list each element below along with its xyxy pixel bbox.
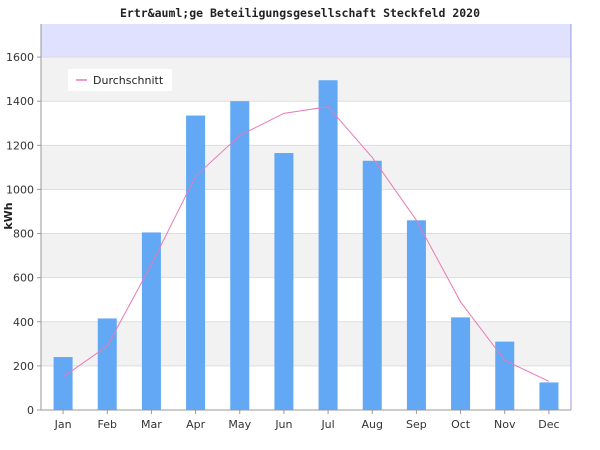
average-line <box>62 106 550 382</box>
legend-box <box>68 69 172 91</box>
bar-aug <box>362 160 382 410</box>
y-tick-label: 400 <box>13 316 34 329</box>
x-tick-label: Nov <box>494 418 516 431</box>
x-tick-label: Dec <box>538 418 559 431</box>
x-tick-label: Mar <box>141 418 162 431</box>
legend: Durchschnitt <box>68 69 172 91</box>
bar-feb <box>97 318 117 410</box>
x-tick-label: Apr <box>186 418 206 431</box>
y-tick-label: 1400 <box>6 95 34 108</box>
y-tick-label: 1600 <box>6 51 34 64</box>
x-tick-label: Sep <box>406 418 427 431</box>
plot-band <box>41 277 571 322</box>
y-tick-label: 200 <box>13 360 34 373</box>
legend-label: Durchschnitt <box>93 74 164 87</box>
plot-band <box>41 233 571 278</box>
x-axis-ticks: Jan Feb Mar Apr May Jun Jul Aug Sep Oct Nov Dec <box>54 410 560 431</box>
y-tick-label: 1000 <box>6 183 34 196</box>
y-tick-label: 0 <box>27 404 34 417</box>
bar-may <box>230 101 250 410</box>
average-line-series <box>62 106 550 382</box>
bar-jan <box>53 357 73 410</box>
bar-oct <box>451 317 471 410</box>
bar-dec <box>539 382 559 410</box>
y-tick-label: 800 <box>13 228 34 241</box>
plot-band <box>41 189 571 234</box>
y-tick-label: 600 <box>13 272 34 285</box>
x-tick-label: Feb <box>98 418 117 431</box>
x-tick-label: Aug <box>362 418 383 431</box>
bar-series <box>53 80 559 410</box>
y-tick-label: 1200 <box>6 139 34 152</box>
bar-nov <box>495 341 515 410</box>
axes <box>40 24 572 411</box>
x-tick-label: Jun <box>274 418 292 431</box>
plot-band <box>41 365 571 410</box>
plot-band <box>41 145 571 190</box>
x-tick-label: Jan <box>54 418 72 431</box>
gridlines <box>41 56 571 367</box>
x-tick-label: May <box>228 418 251 431</box>
y-axis-ticks: 0 200 400 600 800 1000 1200 1400 1600 <box>6 51 41 417</box>
x-tick-label: Jul <box>320 418 334 431</box>
plot-band <box>41 321 571 366</box>
bar-sep <box>406 220 426 410</box>
x-tick-label: Oct <box>451 418 471 431</box>
chart-title: Ertr&auml;ge Beteiligungsgesellschaft St… <box>120 6 480 20</box>
plot-band <box>41 101 571 146</box>
bar-mar <box>141 232 161 410</box>
y-axis-label: kWh <box>2 202 15 229</box>
bar-apr <box>186 115 206 410</box>
bar-jun <box>274 153 294 410</box>
bar-jul <box>318 80 338 410</box>
plot-top-band <box>41 24 571 58</box>
